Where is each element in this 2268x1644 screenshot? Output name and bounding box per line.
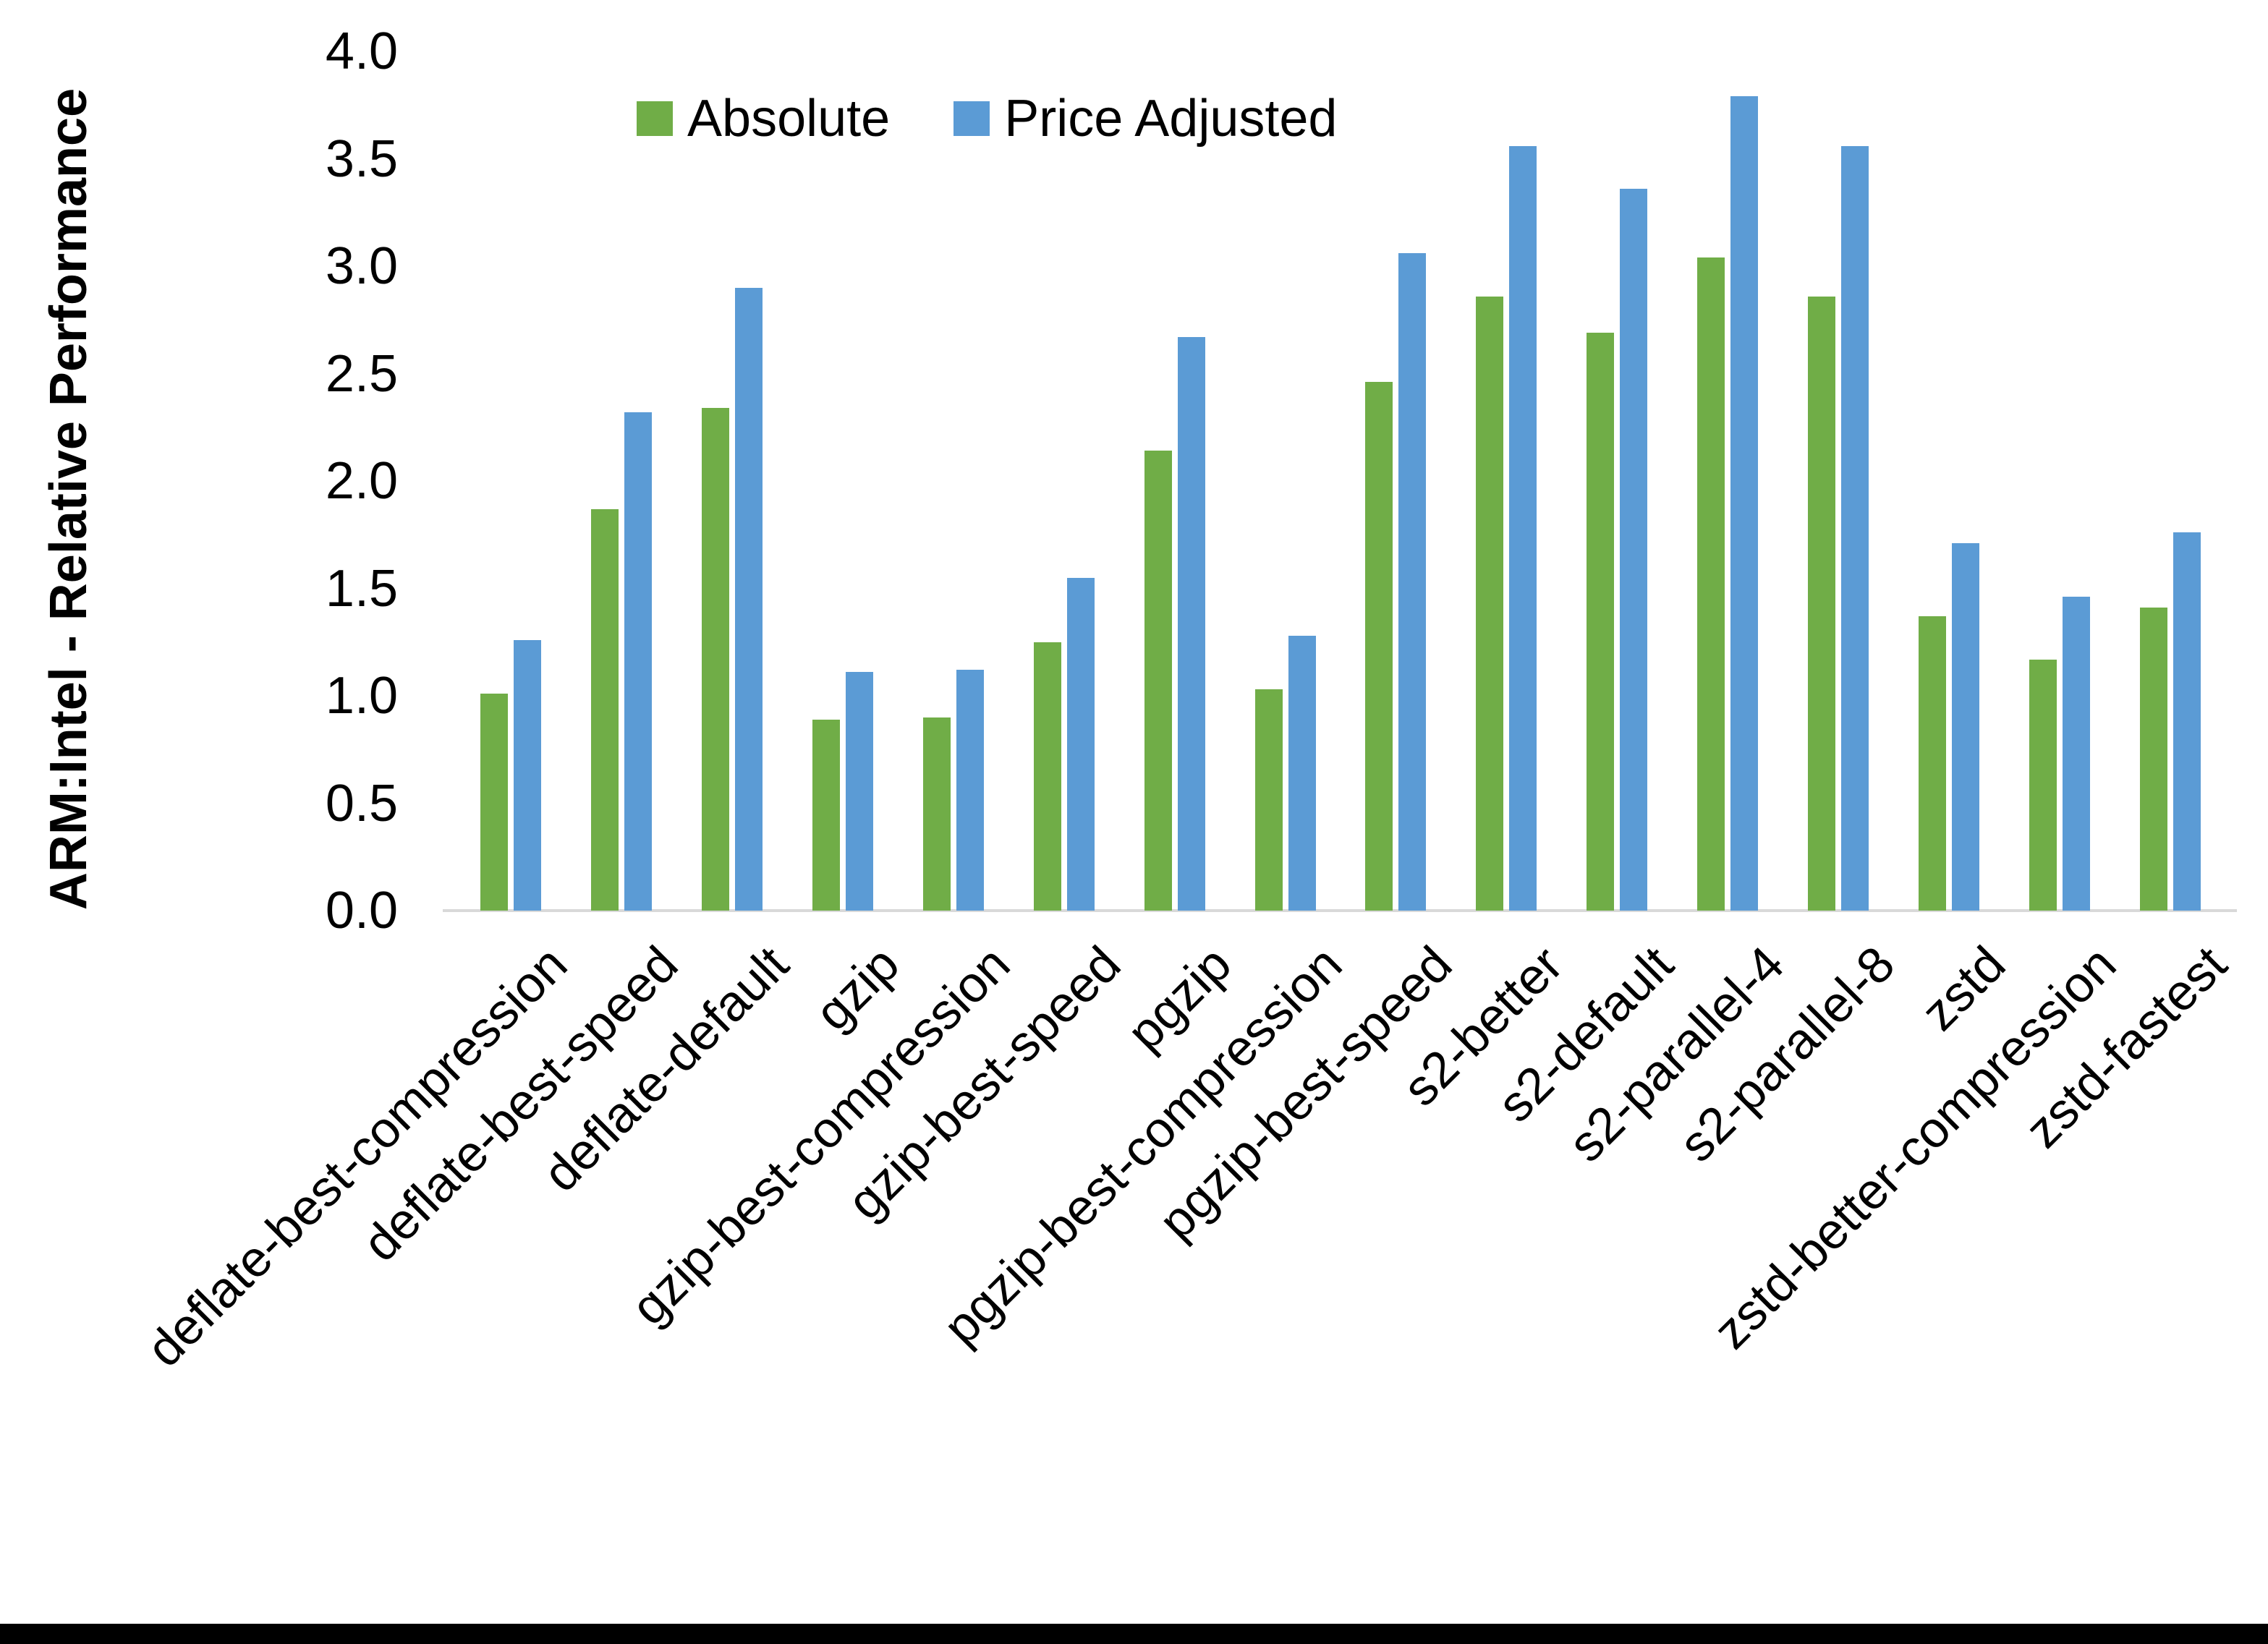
bar-pgzip-best-speed-absolute bbox=[1365, 382, 1393, 911]
bar-pgzip-best-speed-price-adjusted bbox=[1398, 253, 1426, 911]
bar-s2-parallel-4-absolute bbox=[1697, 257, 1725, 911]
legend-label: Absolute bbox=[687, 90, 891, 148]
bar-pgzip-best-compression-price-adjusted bbox=[1288, 636, 1316, 911]
bar-gzip-best-compression-absolute bbox=[923, 717, 951, 911]
bar-deflate-best-compression-absolute bbox=[480, 694, 508, 911]
bar-zstd-better-compression-absolute bbox=[2029, 660, 2057, 911]
y-tick-label: 4.0 bbox=[325, 22, 398, 80]
bottom-border bbox=[0, 1624, 2268, 1644]
bar-s2-parallel-8-price-adjusted bbox=[1841, 146, 1869, 911]
bar-s2-better-price-adjusted bbox=[1509, 146, 1537, 911]
bar-deflate-best-speed-price-adjusted bbox=[624, 412, 652, 911]
bar-deflate-default-price-adjusted bbox=[735, 288, 763, 911]
y-tick-label: 2.5 bbox=[325, 344, 398, 403]
bar-gzip-absolute bbox=[812, 720, 840, 911]
legend-swatch-icon bbox=[954, 101, 990, 136]
bar-deflate-best-compression-price-adjusted bbox=[514, 640, 541, 911]
y-tick-label: 1.0 bbox=[325, 667, 398, 725]
bar-gzip-best-speed-absolute bbox=[1034, 642, 1061, 911]
bar-pgzip-price-adjusted bbox=[1178, 337, 1205, 911]
y-tick-label: 1.5 bbox=[325, 559, 398, 618]
bar-gzip-best-compression-price-adjusted bbox=[956, 670, 984, 911]
y-tick-label: 2.0 bbox=[325, 452, 398, 510]
x-axis-line bbox=[443, 909, 2237, 912]
bar-s2-default-price-adjusted bbox=[1620, 189, 1647, 911]
bar-zstd-better-compression-price-adjusted bbox=[2063, 597, 2090, 911]
bar-zstd-price-adjusted bbox=[1952, 543, 1979, 911]
legend-swatch-icon bbox=[637, 101, 673, 136]
y-tick-label: 3.0 bbox=[325, 237, 398, 295]
bar-pgzip-absolute bbox=[1144, 451, 1172, 911]
bar-s2-default-absolute bbox=[1587, 333, 1614, 911]
bar-zstd-absolute bbox=[1919, 616, 1946, 911]
bar-s2-parallel-4-price-adjusted bbox=[1730, 96, 1758, 911]
y-tick-label: 0.5 bbox=[325, 774, 398, 832]
bar-deflate-default-absolute bbox=[702, 408, 729, 911]
legend-item-absolute: Absolute bbox=[637, 89, 890, 148]
bar-zstd-fastest-price-adjusted bbox=[2173, 532, 2201, 911]
bar-gzip-best-speed-price-adjusted bbox=[1067, 578, 1095, 911]
legend-item-price-adjusted: Price Adjusted bbox=[954, 89, 1337, 148]
legend-label: Price Adjusted bbox=[1004, 90, 1338, 148]
bar-pgzip-best-compression-absolute bbox=[1255, 689, 1283, 911]
legend: Absolute Price Adjusted bbox=[637, 85, 1337, 152]
y-tick-label: 0.0 bbox=[325, 882, 398, 940]
y-tick-label: 3.5 bbox=[325, 129, 398, 188]
bar-deflate-best-speed-absolute bbox=[591, 509, 619, 911]
y-axis-title: ARM:Intel - Relative Performance bbox=[40, 88, 98, 911]
bar-s2-parallel-8-absolute bbox=[1808, 297, 1835, 911]
bar-zstd-fastest-absolute bbox=[2140, 608, 2167, 911]
bar-s2-better-absolute bbox=[1476, 297, 1503, 911]
bar-gzip-price-adjusted bbox=[846, 672, 873, 911]
